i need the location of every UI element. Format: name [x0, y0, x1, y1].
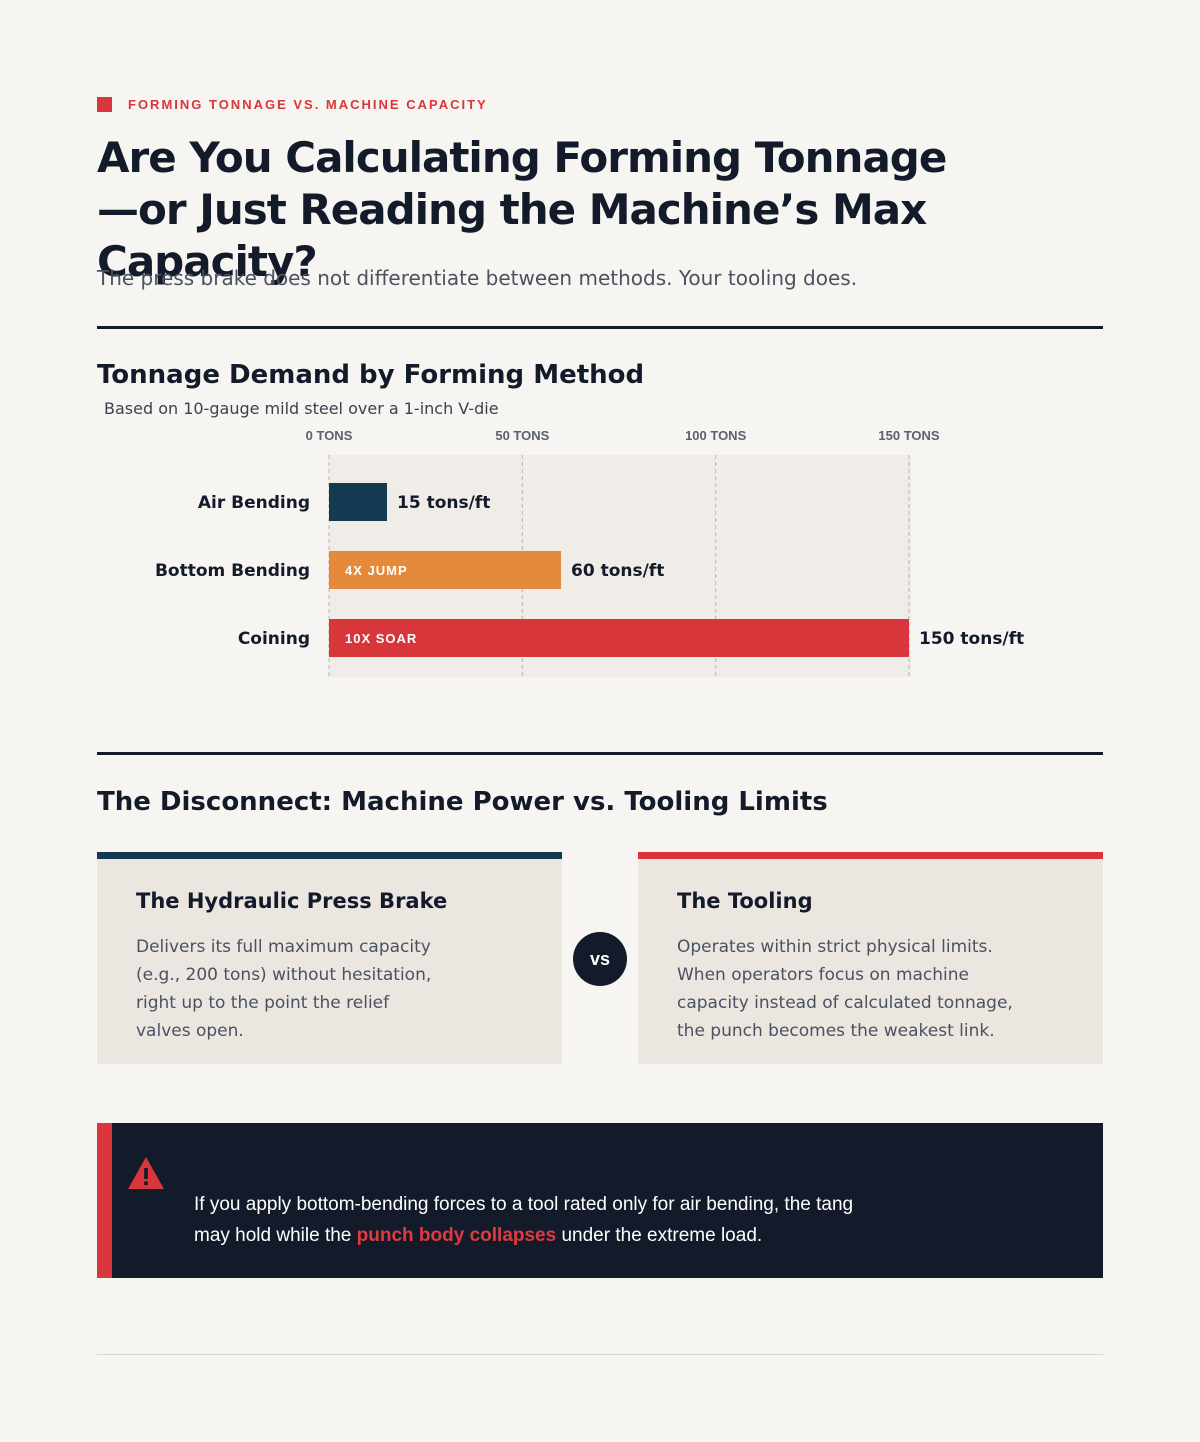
bar-tag: 10X SOAR: [345, 631, 417, 646]
x-tick-label: 0 TONS: [306, 428, 353, 443]
section-title: The Disconnect: Machine Power vs. Toolin…: [97, 787, 828, 817]
x-tick-label: 150 TONS: [878, 428, 940, 443]
bar: [329, 483, 387, 521]
vs-badge: vs: [573, 932, 627, 986]
bar-tag: 4X JUMP: [345, 563, 408, 578]
category-label: Coining: [238, 629, 310, 649]
chart-subtitle: Based on 10-gauge mild steel over a 1-in…: [104, 399, 499, 418]
x-tick-label: 100 TONS: [685, 428, 747, 443]
tooling-card: The Tooling Operates within strict physi…: [638, 852, 1103, 1064]
warning-text-start: If you apply bottom-bending forces to a …: [194, 1194, 854, 1246]
x-tick-label: 50 TONS: [495, 428, 549, 443]
card-body: Delivers its full maximum capacity (e.g.…: [136, 937, 432, 1041]
bar: [329, 619, 909, 657]
section-divider: [97, 752, 1103, 755]
value-label: 15 tons/ft: [397, 493, 490, 513]
category-label: Air Bending: [198, 493, 310, 513]
section-divider: [97, 326, 1103, 329]
warning-callout: If you apply bottom-bending forces to a …: [97, 1123, 1103, 1278]
card-title: The Tooling: [677, 889, 813, 913]
warning-message: If you apply bottom-bending forces to a …: [194, 1189, 854, 1251]
headline-line-2: —or Just Reading the Machine’s Max Capac…: [97, 185, 927, 286]
warning-triangle-icon: [128, 1157, 164, 1189]
eyebrow: FORMING TONNAGE VS. MACHINE CAPACITY: [97, 97, 488, 112]
eyebrow-square-icon: [97, 97, 112, 112]
headline-line-1: Are You Calculating Forming Tonnage: [97, 133, 947, 182]
lede: The press brake does not differentiate b…: [97, 266, 858, 290]
warning-text-end: under the extreme load.: [556, 1225, 763, 1246]
warning-highlight: punch body collapses: [356, 1225, 557, 1246]
category-label: Bottom Bending: [155, 561, 310, 581]
chart-title: Tonnage Demand by Forming Method: [97, 360, 645, 390]
footer-divider: [97, 1354, 1103, 1355]
card-body: Operates within strict physical limits. …: [677, 937, 1013, 1041]
press-brake-card: The Hydraulic Press Brake Delivers its f…: [97, 852, 562, 1064]
value-label: 150 tons/ft: [919, 629, 1024, 649]
headline: Are You Calculating Forming Tonnage —or …: [97, 132, 1107, 288]
value-label: 60 tons/ft: [571, 561, 664, 581]
card-title: The Hydraulic Press Brake: [136, 889, 448, 913]
infographic: FORMING TONNAGE VS. MACHINE CAPACITY Are…: [97, 0, 1103, 1442]
tonnage-bar-chart: 0 TONS 50 TONS 100 TONS 150 TONS Air Bending…: [155, 428, 1024, 677]
eyebrow-text: FORMING TONNAGE VS. MACHINE CAPACITY: [128, 97, 488, 112]
bar: [329, 551, 561, 589]
